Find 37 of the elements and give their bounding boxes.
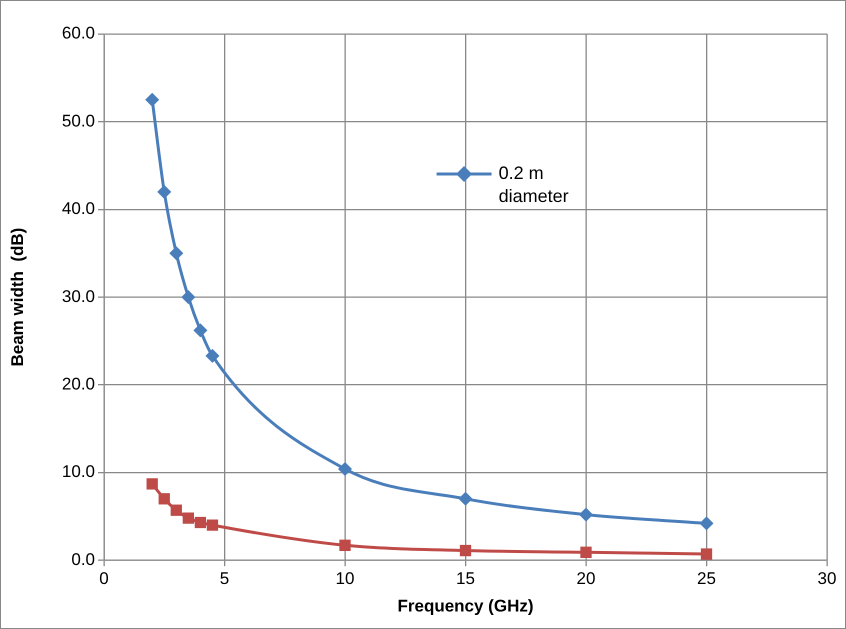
x-tick-label: 0	[99, 569, 109, 588]
point	[170, 504, 182, 516]
x-tick-label: 10	[336, 569, 354, 588]
point	[182, 512, 194, 524]
point	[700, 516, 714, 530]
point	[458, 492, 472, 506]
y-tick-label: 20.0	[62, 374, 95, 394]
x-axis-title: Frequency (GHz)	[397, 596, 534, 616]
y-tick-label: 40.0	[62, 199, 95, 218]
y-axis-title: Beam width (dB)	[8, 228, 27, 367]
x-tick-label: 5	[220, 569, 230, 588]
x-tick-label: 15	[456, 569, 475, 588]
point	[338, 462, 352, 476]
point	[580, 546, 592, 558]
point	[205, 348, 220, 363]
y-tick-label: 30.0	[62, 286, 95, 306]
legend-label: 0.2 m diameter	[498, 162, 569, 206]
x-tick-label: 30	[818, 569, 836, 588]
point	[181, 290, 196, 304]
x-tick-label: 25	[697, 569, 716, 588]
y-tick-label: 50.0	[62, 111, 95, 130]
y-tick-label: 0.0	[71, 550, 95, 569]
point	[193, 323, 208, 338]
point	[145, 92, 160, 107]
x-tick-label: 20	[576, 569, 596, 588]
point	[194, 516, 206, 528]
point	[206, 519, 218, 531]
point	[579, 508, 593, 522]
point	[169, 246, 184, 260]
point	[460, 544, 472, 556]
point	[146, 478, 158, 490]
y-tick-label: 10.0	[62, 462, 95, 482]
point	[157, 184, 172, 199]
point	[158, 493, 170, 504]
y-tick-label: 60.0	[62, 24, 95, 43]
point	[339, 540, 351, 551]
point	[700, 548, 712, 560]
